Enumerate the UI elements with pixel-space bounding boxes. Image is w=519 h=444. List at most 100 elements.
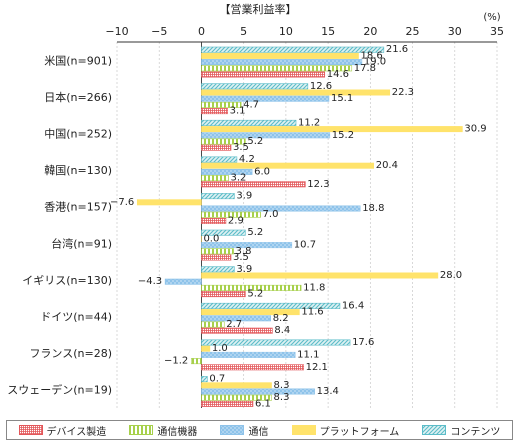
value-label-5-4: 3.5 xyxy=(233,252,249,263)
bar-8-4 xyxy=(201,364,304,371)
value-label-9-3: 8.3 xyxy=(274,392,290,403)
value-label-2-0: 11.2 xyxy=(298,117,320,128)
bar-6-2 xyxy=(164,278,202,285)
bar-6-0 xyxy=(201,266,235,273)
category-label-0: 米国(n=901) xyxy=(44,54,112,67)
bar-6-3 xyxy=(201,284,302,291)
bar-0-1 xyxy=(201,52,359,59)
bar-4-0 xyxy=(201,193,235,200)
legend-item: デバイス製造 xyxy=(18,423,106,438)
x-tick-label: −5 xyxy=(151,25,167,38)
bar-7-0 xyxy=(201,302,341,309)
value-label-6-1: 28.0 xyxy=(440,270,462,281)
bar-0-4 xyxy=(201,71,326,78)
legend-item: プラットフォーム xyxy=(291,423,399,438)
bar-4-1 xyxy=(136,199,202,206)
value-label-7-4: 8.4 xyxy=(274,325,290,336)
chart-unit-label: (%) xyxy=(483,12,500,23)
legend-label: 通信機器 xyxy=(157,426,198,438)
bar-3-3 xyxy=(201,175,229,182)
value-label-5-1: 0.0 xyxy=(203,233,219,244)
bar-7-3 xyxy=(201,321,225,328)
bar-5-3 xyxy=(201,248,234,255)
x-tick-label: 15 xyxy=(321,25,335,38)
bar-5-2 xyxy=(201,242,293,249)
bar-2-1 xyxy=(201,126,463,133)
legend-swatch xyxy=(129,425,154,435)
legend-item: 通信機器 xyxy=(129,423,197,438)
value-label-9-0: 0.7 xyxy=(209,374,225,385)
value-label-5-2: 10.7 xyxy=(294,240,316,251)
value-label-3-3: 3.2 xyxy=(230,173,246,184)
bar-7-4 xyxy=(201,327,273,334)
value-label-8-4: 12.1 xyxy=(306,362,328,373)
bar-4-3 xyxy=(201,211,261,218)
bar-9-1 xyxy=(201,382,272,389)
chart-title: 【営業利益率】 xyxy=(220,2,297,16)
bar-8-1 xyxy=(201,345,211,352)
value-label-6-3: 11.8 xyxy=(303,282,325,293)
x-tick-label: −10 xyxy=(105,25,128,38)
legend-label: コンテンツ xyxy=(450,426,501,438)
bar-8-2 xyxy=(201,351,296,358)
value-label-4-2: 18.8 xyxy=(362,203,384,214)
value-label-6-0: 3.9 xyxy=(236,264,252,275)
value-label-8-1: 1.0 xyxy=(212,343,228,354)
category-label-4: 香港(n=157) xyxy=(44,201,112,214)
value-label-0-1: 18.6 xyxy=(361,50,383,61)
value-label-8-2: 11.1 xyxy=(297,349,319,360)
value-label-2-3: 5.2 xyxy=(247,136,263,147)
x-tick-label: 25 xyxy=(406,25,420,38)
bar-2-2 xyxy=(201,132,331,139)
legend-swatch xyxy=(18,425,43,435)
chart-plot: 【営業利益率】 (%) −10 −5 0 5 10 15 20 25 30 35 米国(n=901)… xyxy=(7,2,504,409)
bar-7-1 xyxy=(201,309,300,316)
value-label-4-3: 7.0 xyxy=(263,209,279,220)
value-label-3-0: 4.2 xyxy=(239,154,255,165)
value-label-0-0: 21.6 xyxy=(386,44,408,55)
value-label-7-2: 8.2 xyxy=(273,313,289,324)
legend-swatch xyxy=(291,425,316,435)
chart-legend: デバイス製造 通信機器 通信 プラットフォーム コンテンツ xyxy=(6,420,513,440)
bar-3-1 xyxy=(201,162,375,169)
x-tick-label: 35 xyxy=(490,25,504,38)
bar-8-0 xyxy=(201,339,351,346)
bar-1-4 xyxy=(201,108,228,115)
value-label-2-2: 15.2 xyxy=(332,130,354,141)
bar-1-3 xyxy=(201,101,242,108)
x-tick-label: 5 xyxy=(240,25,247,38)
value-label-0-2: 19.0 xyxy=(364,57,386,68)
x-tick-label: 30 xyxy=(448,25,462,38)
x-tick-label: 0 xyxy=(198,25,205,38)
value-label-0-3: 17.8 xyxy=(354,63,376,74)
bar-5-4 xyxy=(201,254,232,261)
value-label-5-3: 3.8 xyxy=(236,246,252,257)
bar-3-4 xyxy=(201,181,306,188)
category-label-6: イギリス(n=130) xyxy=(22,274,112,287)
value-label-1-0: 12.6 xyxy=(310,81,332,92)
value-label-9-1: 8.3 xyxy=(274,380,290,391)
bar-0-3 xyxy=(201,65,353,72)
value-label-9-4: 6.1 xyxy=(255,398,271,409)
legend-item: 通信 xyxy=(220,423,268,438)
value-label-1-4: 3.1 xyxy=(230,106,246,117)
bar-9-4 xyxy=(201,400,254,407)
legend-swatch xyxy=(220,425,245,435)
value-label-6-4: 5.2 xyxy=(247,289,263,300)
value-label-1-2: 15.1 xyxy=(331,93,353,104)
value-label-2-4: 3.5 xyxy=(233,142,249,153)
bar-0-0 xyxy=(201,46,385,53)
value-label-8-3: −1.2 xyxy=(164,356,188,367)
value-label-2-1: 30.9 xyxy=(464,124,486,135)
category-label-5: 台湾(n=91) xyxy=(51,236,112,250)
bar-4-2 xyxy=(201,205,361,212)
bar-2-0 xyxy=(201,119,297,126)
legend-swatch xyxy=(422,425,447,435)
value-label-9-2: 13.4 xyxy=(317,386,339,397)
x-tick-label: 20 xyxy=(363,25,377,38)
legend-item: コンテンツ xyxy=(422,423,500,438)
x-tick-label: 10 xyxy=(279,25,293,38)
bar-9-2 xyxy=(201,388,315,395)
bar-1-1 xyxy=(201,89,391,96)
bar-9-0 xyxy=(201,376,208,383)
